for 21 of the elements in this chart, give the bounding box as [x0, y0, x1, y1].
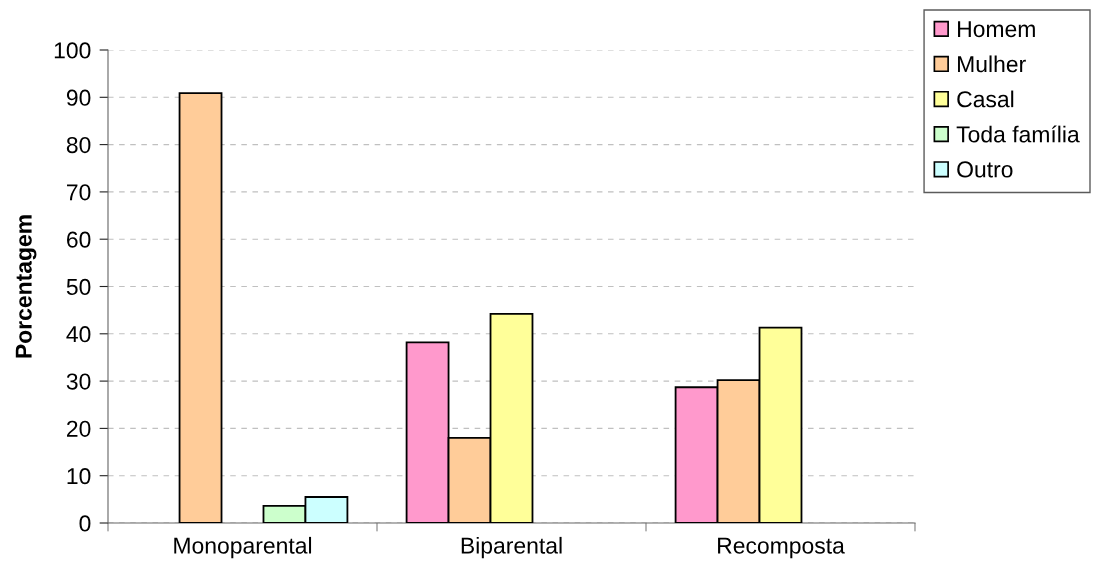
x-tick-label: Recomposta: [718, 537, 845, 559]
y-tick-label: 40: [66, 326, 91, 343]
x-tick-label: Monoparental: [174, 536, 312, 559]
y-tick-label: 10: [67, 468, 91, 485]
y-tick-label: 90: [66, 89, 91, 106]
y-tick-label: 70: [67, 184, 91, 201]
y-tick-label: 80: [66, 136, 91, 154]
y-tick-label: 20: [67, 420, 91, 437]
legend-label: Mulher: [958, 55, 1026, 73]
legend-label: Casal: [957, 90, 1014, 108]
x-tick-label: Biparental: [461, 536, 562, 559]
legend-label: Homem: [958, 21, 1035, 38]
legend-label: Outro: [957, 161, 1013, 178]
legend-label: Toda família: [956, 125, 1080, 143]
y-tick-label: 30: [66, 373, 91, 390]
y-tick-label: 0: [79, 515, 91, 532]
y-axis-title: Porcentagem: [15, 215, 37, 358]
bar: [178, 92, 223, 523]
y-tick-label: 50: [66, 278, 91, 296]
y-tick-label: 60: [67, 231, 91, 248]
y-tick-label: 100: [54, 42, 91, 59]
